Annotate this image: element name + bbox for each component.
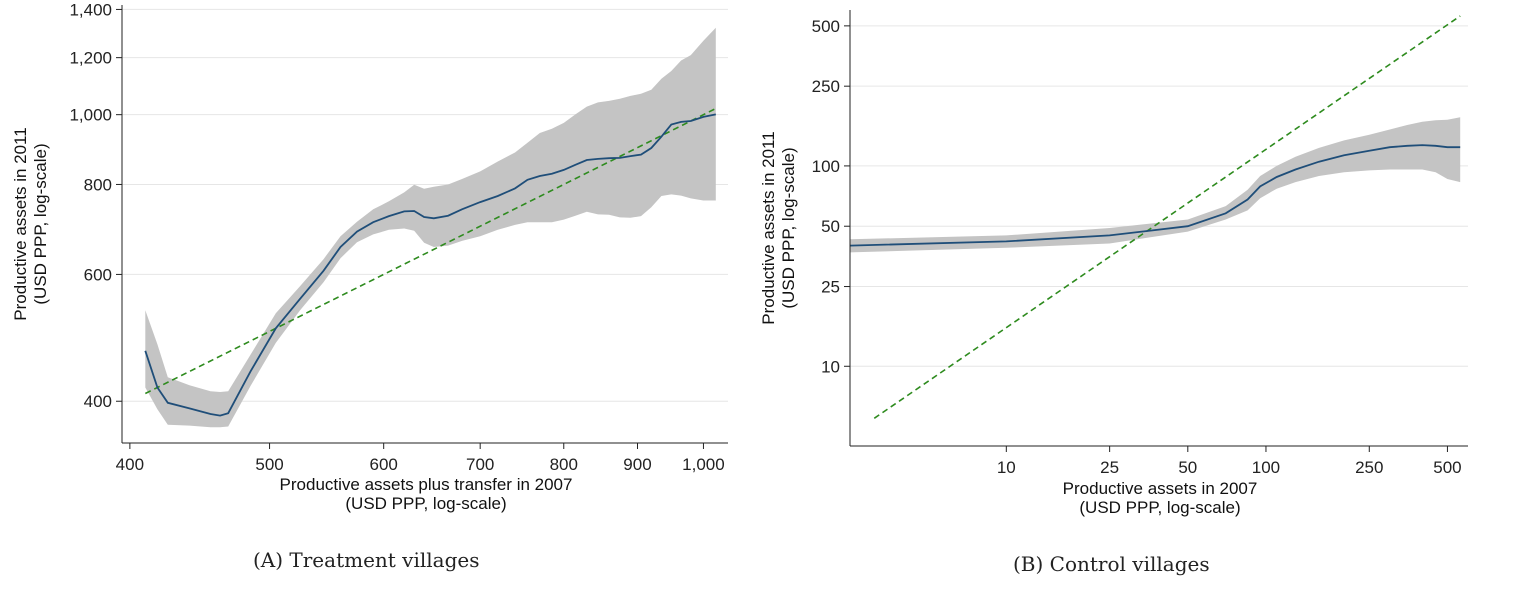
y-tick-label: 50 (821, 217, 840, 236)
x-tick-label: 400 (116, 455, 144, 474)
panel-control-villages: 10 25 50 100 250 500 10 25 50 100 250 500 Productive… (758, 0, 1516, 605)
y-tick-label: 1,000 (69, 106, 112, 125)
x-axis-subtitle: (USD PPP, log-scale) (345, 494, 506, 513)
y-tick-label: 250 (812, 77, 840, 96)
x-tick-label: 600 (369, 455, 397, 474)
x-tick-label: 50 (1178, 458, 1197, 477)
y-tick-label: 10 (821, 357, 840, 376)
x-tick-label: 250 (1355, 458, 1383, 477)
y-axis-title: Productive assets in 2011 (11, 127, 30, 320)
y-tick-label: 1,200 (69, 49, 112, 68)
x-tick-label: 500 (255, 455, 283, 474)
x-axis-title: Productive assets plus transfer in 2007 (280, 475, 573, 494)
x-tick-label: 10 (997, 458, 1016, 477)
fitted-line (849, 144, 1461, 247)
x-axis-title: Productive assets in 2007 (1063, 479, 1258, 498)
x-tick-label: 500 (1433, 458, 1461, 477)
x-tick-label: 700 (466, 455, 494, 474)
x-axis-subtitle: (USD PPP, log-scale) (1079, 498, 1240, 517)
y-tick-label: 400 (84, 392, 112, 411)
fitted-line (144, 113, 716, 417)
y-axis-subtitle: (USD PPP, log-scale) (31, 143, 50, 304)
x-tick-label: 800 (550, 455, 578, 474)
y-tick-label: 1,400 (69, 0, 112, 19)
y-tick-label: 25 (821, 278, 840, 297)
confidence-band (145, 27, 716, 428)
y-tick-label: 500 (812, 17, 840, 36)
x-tick-label: 100 (1252, 458, 1280, 477)
y-axis-subtitle: (USD PPP, log-scale) (779, 147, 798, 308)
confidence-band (850, 117, 1461, 253)
x-tick-label: 900 (623, 455, 651, 474)
diagonal-line (144, 107, 717, 395)
panel-treatment-villages: 400 600 800 1,000 1,200 1,400 400 500 600 700 800 9… (11, 0, 728, 572)
y-tick-label: 600 (84, 265, 112, 284)
treatment-chart: 400 600 800 1,000 1,200 1,400 400 500 600 700 800 9… (11, 0, 728, 513)
caption-control: (B) Control villages (1013, 552, 1210, 576)
caption-treatment: (A) Treatment villages (253, 548, 480, 572)
x-tick-label: 25 (1100, 458, 1119, 477)
control-chart: 10 25 50 100 250 500 10 25 50 100 250 500 Productive… (759, 10, 1468, 517)
x-tick-label: 1,000 (682, 455, 725, 474)
diagonal-line (873, 15, 1461, 419)
y-tick-label: 100 (812, 157, 840, 176)
y-tick-label: 800 (84, 175, 112, 194)
y-axis-title: Productive assets in 2011 (759, 131, 778, 324)
